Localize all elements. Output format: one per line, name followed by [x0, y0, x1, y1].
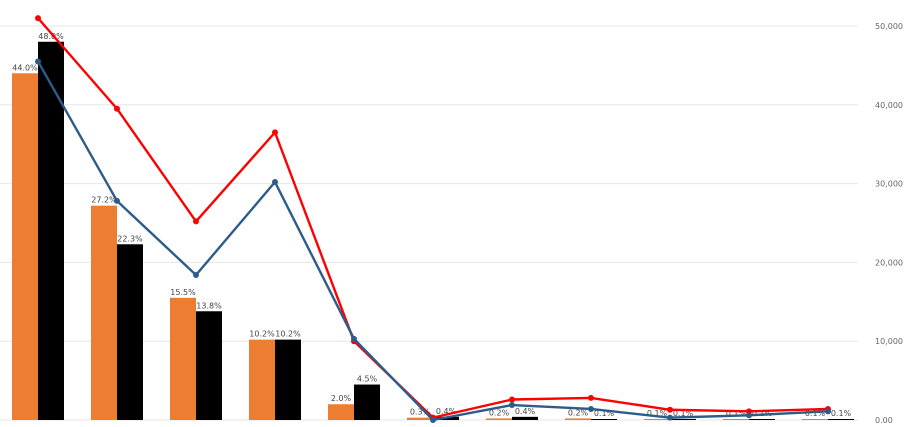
bar-data-label: 4.5%	[357, 375, 378, 384]
line-point	[114, 105, 120, 112]
line-point	[430, 417, 436, 423]
line-point	[667, 414, 673, 421]
series-line	[36, 60, 829, 422]
bar	[12, 73, 38, 420]
bar-data-label: 0.2%	[568, 408, 589, 417]
bar	[117, 244, 143, 420]
line-point	[351, 335, 357, 342]
bar-data-labels: 44.0% 27.2% 15.5% 10.2% 2.0% 0.3% 0.2% 0.2% 0.1%…	[12, 32, 851, 418]
bar-data-label: 15.5%	[170, 288, 196, 297]
bar-data-label: 0.1%	[831, 409, 852, 418]
bar-data-label: 10.2%	[275, 330, 301, 339]
line-point	[509, 402, 515, 409]
right-axis-tick-label: 0.00	[875, 416, 893, 425]
bar-data-label: 0.1%	[726, 409, 747, 418]
bar	[170, 297, 196, 420]
bar	[828, 419, 854, 420]
bar-data-label: 44.0%	[12, 63, 38, 72]
line-point	[746, 412, 752, 419]
bar-data-label: 22.3%	[117, 234, 143, 243]
bar	[644, 419, 670, 420]
bar-data-label: 2.0%	[331, 394, 352, 403]
line-point	[272, 179, 278, 186]
bar-data-label: 0.1%	[594, 409, 615, 418]
line-point	[193, 272, 199, 279]
bar	[275, 339, 301, 420]
bar	[591, 419, 617, 420]
bar-data-label: 0.3%	[410, 408, 431, 417]
bar	[196, 311, 222, 420]
bar	[749, 419, 775, 420]
line-point	[35, 58, 41, 65]
line-series-group	[35, 15, 831, 423]
bar-data-label: 48.0%	[38, 32, 64, 41]
right-axis-tick-label: 20,000	[875, 258, 903, 267]
bar	[38, 41, 64, 420]
bar	[486, 418, 512, 420]
bar-data-label: 27.2%	[91, 196, 117, 205]
bar	[407, 417, 433, 420]
line-point	[114, 197, 120, 204]
bar-data-label: 0.4%	[515, 407, 536, 416]
bar-data-label: 10.2%	[249, 330, 275, 339]
bar	[670, 419, 696, 420]
right-axis-tick-label: 50,000	[875, 22, 903, 31]
bar	[565, 418, 591, 420]
bar-data-label: 0.1%	[805, 409, 826, 418]
bar	[249, 339, 275, 420]
right-axis-tick-label: 10,000	[875, 337, 903, 346]
bar	[802, 419, 828, 420]
bar	[91, 205, 117, 420]
line-point	[193, 218, 199, 225]
bar-series-group	[12, 41, 854, 420]
bar	[328, 404, 354, 420]
series-line	[37, 17, 829, 419]
bar	[723, 419, 749, 420]
line-point	[272, 129, 278, 136]
line-point	[509, 396, 515, 403]
line-point	[588, 394, 594, 401]
line-point	[588, 405, 594, 412]
line-point	[35, 15, 41, 22]
right-axis: 0.00 10,000 20,000 30,000 40,000 50,000	[875, 22, 903, 425]
line-point	[825, 408, 831, 415]
bar	[512, 416, 538, 420]
bar	[354, 384, 380, 420]
bar-data-label: 13.8%	[196, 301, 222, 310]
bar-data-label: 0.2%	[489, 408, 510, 417]
bar-data-label: 0.1%	[673, 409, 694, 418]
line-point	[667, 406, 673, 413]
bar-data-label: 0.1%	[647, 409, 668, 418]
right-axis-tick-label: 30,000	[875, 180, 903, 189]
right-axis-tick-label: 40,000	[875, 101, 903, 110]
bar-data-label: 0.4%	[436, 407, 457, 416]
